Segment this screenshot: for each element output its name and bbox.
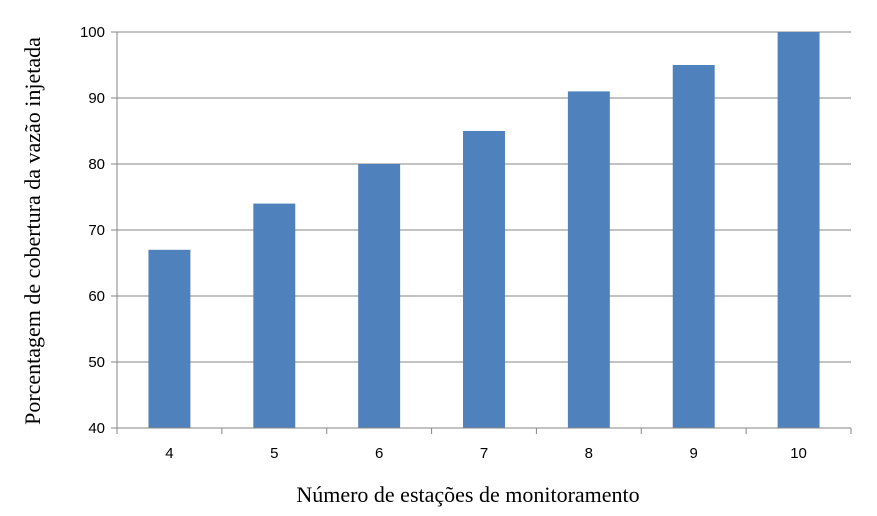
bar-4 (148, 249, 191, 428)
y-tick-label: 50 (88, 354, 105, 371)
x-tick-label: 8 (585, 445, 593, 462)
x-tick-labels: 4 5 6 7 8 9 10 (165, 445, 807, 462)
x-tick-label: 5 (270, 445, 278, 462)
x-tick-label: 10 (790, 445, 807, 462)
bar-8 (567, 91, 610, 429)
axes (111, 31, 852, 434)
x-tick-label: 6 (375, 445, 383, 462)
y-axis-title: Porcentagem de cobertura da vazão injeta… (20, 37, 45, 425)
x-tick-label: 4 (165, 445, 173, 462)
bar-5 (253, 203, 296, 428)
y-tick-label: 60 (88, 288, 105, 305)
y-tick-label: 80 (88, 156, 105, 173)
y-tick-label: 100 (80, 24, 105, 41)
x-tick-label: 7 (480, 445, 488, 462)
bar-10 (777, 32, 820, 428)
bar-9 (672, 65, 715, 428)
y-tick-label: 40 (88, 420, 105, 437)
bars (148, 32, 820, 429)
y-tick-label: 70 (88, 222, 105, 239)
bar-6 (358, 164, 401, 428)
y-tick-labels: 40 50 60 70 80 90 100 (80, 24, 105, 437)
y-tick-label: 90 (88, 90, 105, 107)
bar-7 (463, 131, 505, 428)
x-axis-title: Número de estações de monitoramento (296, 482, 639, 507)
x-tick-label: 9 (690, 445, 698, 462)
